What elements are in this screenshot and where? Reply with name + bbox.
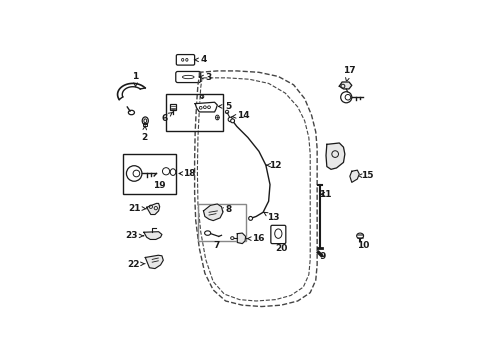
Text: 21: 21 <box>128 204 146 213</box>
Polygon shape <box>339 82 351 89</box>
Text: 17: 17 <box>342 66 355 82</box>
Polygon shape <box>143 232 162 239</box>
Text: 8: 8 <box>219 205 231 214</box>
Text: 20: 20 <box>274 244 287 253</box>
Text: 11: 11 <box>319 190 331 199</box>
Text: 10: 10 <box>357 241 369 250</box>
Text: 14: 14 <box>231 111 249 120</box>
Text: 1: 1 <box>132 72 139 87</box>
Text: 16: 16 <box>246 234 264 243</box>
Bar <box>198 204 246 242</box>
Polygon shape <box>203 204 223 221</box>
Circle shape <box>230 119 234 123</box>
Text: 13: 13 <box>263 212 279 222</box>
Text: 12: 12 <box>266 161 281 170</box>
Bar <box>166 94 223 131</box>
Text: 9: 9 <box>319 252 325 261</box>
Text: 7: 7 <box>213 240 220 249</box>
Polygon shape <box>325 143 344 169</box>
Text: 22: 22 <box>127 260 145 269</box>
Bar <box>143 123 147 126</box>
Circle shape <box>228 117 232 122</box>
Text: 3: 3 <box>199 72 211 81</box>
Polygon shape <box>237 233 245 244</box>
Text: 2: 2 <box>141 126 147 142</box>
Text: 18: 18 <box>179 169 196 178</box>
Text: 4: 4 <box>194 55 206 64</box>
Text: 5: 5 <box>218 102 231 111</box>
Bar <box>170 104 175 110</box>
Text: 23: 23 <box>125 231 143 240</box>
Text: 19: 19 <box>153 181 165 190</box>
Text: 6: 6 <box>161 112 172 122</box>
Polygon shape <box>145 255 163 269</box>
Bar <box>123 154 175 194</box>
Text: 15: 15 <box>357 171 372 180</box>
Polygon shape <box>146 203 160 215</box>
Polygon shape <box>349 170 359 183</box>
Polygon shape <box>195 102 217 112</box>
Circle shape <box>248 216 252 220</box>
